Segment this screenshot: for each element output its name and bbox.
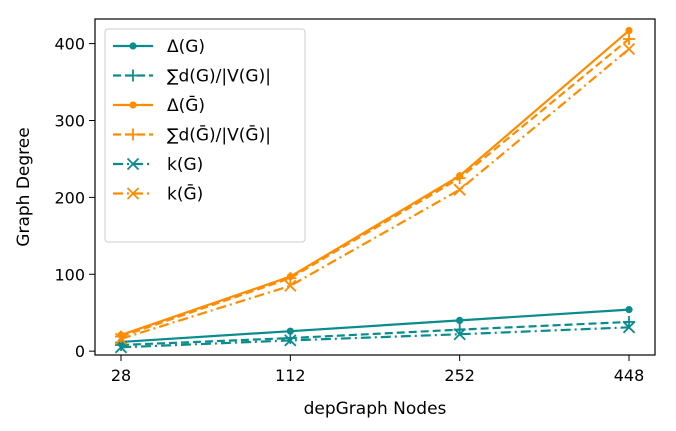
y-tick-label: 200 <box>54 188 85 207</box>
y-tick-label: 400 <box>54 35 85 54</box>
data-point <box>284 334 297 347</box>
series-line <box>120 29 630 337</box>
y-tick-label: 100 <box>54 265 85 284</box>
tick-layer: 28 112 252 448 0 100 200 300 400 <box>54 35 644 385</box>
data-point <box>623 315 635 328</box>
x-tick-label: 252 <box>444 366 475 385</box>
series-line <box>120 38 630 338</box>
series-line <box>120 320 630 347</box>
y-tick-label: 0 <box>75 342 85 361</box>
data-point <box>286 327 294 335</box>
legend-label: ∑d(G)/|V(G)| <box>167 67 271 87</box>
data-point <box>284 272 297 285</box>
legend-item: Δ(Ḡ) <box>113 94 205 116</box>
data-point <box>623 32 635 45</box>
legend-label: Δ(Ḡ) <box>167 94 205 116</box>
legend-label: Δ(G) <box>167 37 205 57</box>
series-1 <box>115 315 635 352</box>
legend-label: k(G) <box>167 155 203 175</box>
data-point <box>453 183 466 196</box>
x-tick-label: 448 <box>614 366 645 385</box>
y-tick-label: 300 <box>54 111 85 130</box>
data-point <box>625 306 633 314</box>
series-line <box>120 326 630 349</box>
series-5 <box>114 42 636 345</box>
legend-marker <box>129 101 137 109</box>
y-axis-label: Graph Degree <box>14 127 34 246</box>
legend-marker <box>129 42 137 50</box>
x-tick-label: 112 <box>275 366 306 385</box>
legend-marker <box>126 187 140 200</box>
legend-item: k(Ḡ) <box>113 183 203 205</box>
legend-item: k(G) <box>113 155 203 175</box>
legend-item: Δ(G) <box>113 37 205 57</box>
x-tick-label: 28 <box>111 366 131 385</box>
data-point <box>622 321 636 334</box>
data-point <box>625 26 633 35</box>
legend-marker <box>127 128 139 141</box>
legend-frame <box>104 28 306 243</box>
data-point <box>456 316 464 325</box>
x-axis-label: depGraph Nodes <box>304 399 447 419</box>
series-layer <box>114 26 636 354</box>
data-point <box>284 332 297 345</box>
legend: Δ(G) ∑d(G)/|V(G)| Δ(Ḡ) ∑d(Ḡ)/|V(Ḡ)| k(G) k(Ḡ) <box>104 28 306 243</box>
legend-marker <box>127 69 139 82</box>
series-line <box>120 48 630 340</box>
series-3 <box>115 32 635 343</box>
data-point <box>453 172 466 185</box>
data-point <box>622 42 636 56</box>
series-line <box>120 308 630 344</box>
legend-label: ∑d(Ḡ)/|V(Ḡ)| <box>167 124 271 146</box>
legend-item: ∑d(Ḡ)/|V(Ḡ)| <box>113 124 271 146</box>
legend-item: ∑d(G)/|V(G)| <box>113 67 271 87</box>
legend-marker <box>126 157 140 171</box>
data-point <box>453 328 466 341</box>
data-point <box>284 279 297 292</box>
legend-label: k(Ḡ) <box>167 183 203 205</box>
data-point <box>114 332 128 345</box>
